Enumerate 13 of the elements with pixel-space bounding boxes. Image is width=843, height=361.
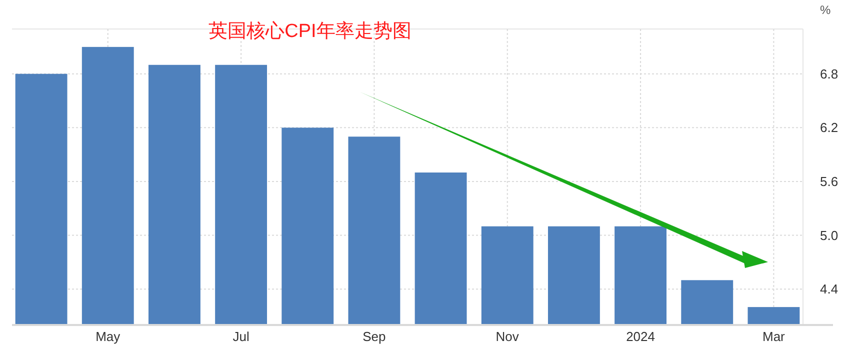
y-tick-label: 5.0 [820, 228, 838, 243]
x-tick-label: 2024 [626, 329, 655, 344]
y-tick-label: 5.6 [820, 174, 838, 190]
y-axis-title: % [820, 3, 831, 17]
x-tick-label: May [96, 329, 121, 344]
y-tick-label: 6.2 [820, 120, 838, 136]
x-tick-label: Jul [232, 329, 250, 344]
x-tick-label: Sep [362, 329, 386, 344]
chart-title: 英国核心CPI年率走势图 [208, 20, 412, 42]
y-tick-label: 4.4 [820, 282, 838, 297]
x-tick-label: Nov [496, 329, 520, 344]
x-tick-label: Mar [762, 329, 786, 344]
y-tick-label: 6.8 [820, 66, 838, 82]
